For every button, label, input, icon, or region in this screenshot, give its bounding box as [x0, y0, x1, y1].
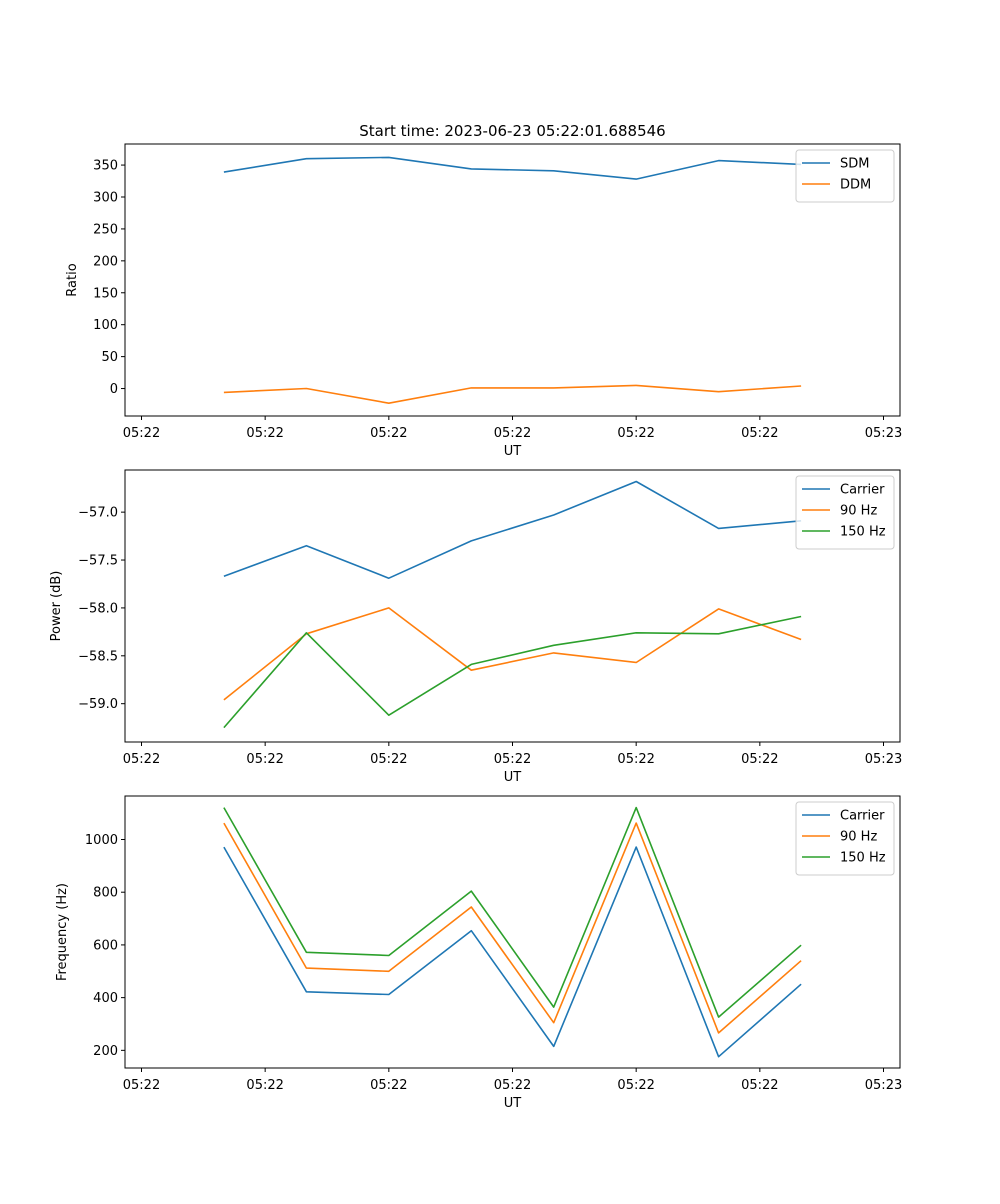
y-tick-label: 100	[93, 318, 118, 333]
series-line-150-hz	[223, 806, 802, 1018]
y-tick-label: 50	[101, 350, 118, 365]
x-tick-label: 05:22	[617, 1078, 654, 1093]
plot-panel-2: −59.0 −58.5 −58.0 −57.5 −57.0 05:22 05:22 05:22…	[49, 469, 902, 785]
plot-panel-3: 200 400 600 800 1000 05:22 05:22 05:22 05:22 05:2…	[55, 795, 902, 1111]
x-tick-label: 05:22	[494, 1078, 531, 1093]
y-tick-label: 350	[93, 159, 118, 174]
y-tick-label: 1000	[85, 833, 118, 848]
legend-label: 150 Hz	[840, 525, 886, 540]
y-tick-label: 250	[93, 222, 118, 237]
x-axis-label: UT	[504, 444, 522, 459]
x-tick-label: 05:22	[494, 752, 531, 767]
x-tick-label: 05:22	[123, 752, 160, 767]
y-tick-label: −58.5	[78, 649, 118, 664]
y-tick-label: 800	[93, 886, 118, 901]
x-tick-label: 05:23	[865, 1078, 902, 1093]
x-tick-label: 05:22	[370, 426, 407, 441]
legend-label: Carrier	[840, 483, 885, 498]
y-tick-label: −58.0	[78, 601, 118, 616]
y-tick-label: −57.5	[78, 554, 118, 569]
x-axis-label: UT	[504, 1096, 522, 1111]
x-tick-label: 05:22	[123, 426, 160, 441]
series-line-90-hz	[223, 607, 802, 701]
legend: Carrier 90 Hz 150 Hz	[795, 475, 895, 550]
legend-label: 90 Hz	[840, 504, 877, 519]
axes-frame	[124, 469, 901, 743]
x-tick-label: 05:22	[123, 1078, 160, 1093]
x-tick-label: 05:22	[246, 1078, 283, 1093]
y-tick-label: 200	[93, 254, 118, 269]
series-line-90-hz	[223, 822, 802, 1034]
axes-frame	[124, 143, 901, 417]
y-axis-label: Frequency (Hz)	[55, 883, 70, 981]
series-line-carrier	[223, 846, 802, 1058]
x-tick-label: 05:22	[494, 426, 531, 441]
legend-label: 90 Hz	[840, 830, 877, 845]
chart-title: Start time: 2023-06-23 05:22:01.688546	[359, 122, 665, 140]
legend: Carrier 90 Hz 150 Hz	[795, 801, 895, 876]
x-tick-label: 05:22	[741, 426, 778, 441]
legend-label: Carrier	[840, 809, 885, 824]
x-tick-label: 05:22	[246, 426, 283, 441]
x-tick-label: 05:22	[741, 1078, 778, 1093]
plot-panel-1: 0 50 100 150 200 250 300 350 05:22 05:22 05:22 05:2…	[65, 143, 902, 459]
y-tick-label: −59.0	[78, 697, 118, 712]
x-tick-label: 05:22	[370, 1078, 407, 1093]
x-tick-label: 05:22	[370, 752, 407, 767]
x-axis-label: UT	[504, 770, 522, 785]
x-tick-label: 05:22	[617, 426, 654, 441]
y-tick-label: 0	[110, 382, 118, 397]
series-line-carrier	[223, 480, 802, 580]
y-tick-label: 600	[93, 938, 118, 953]
x-tick-label: 05:23	[865, 752, 902, 767]
legend-label: DDM	[840, 178, 871, 193]
series-line-sdm	[223, 156, 802, 180]
y-axis-label: Ratio	[65, 263, 80, 296]
legend-label: SDM	[840, 157, 869, 172]
y-tick-label: 300	[93, 190, 118, 205]
y-tick-label: 200	[93, 1044, 118, 1059]
y-tick-label: 150	[93, 286, 118, 301]
x-tick-label: 05:23	[865, 426, 902, 441]
y-tick-label: −57.0	[78, 506, 118, 521]
y-axis-label: Power (dB)	[49, 571, 64, 642]
x-tick-label: 05:22	[246, 752, 283, 767]
series-line-ddm	[223, 384, 802, 405]
legend-label: 150 Hz	[840, 851, 886, 866]
legend: SDM DDM	[795, 149, 895, 203]
series-line-150-hz	[223, 615, 802, 729]
x-tick-label: 05:22	[741, 752, 778, 767]
x-tick-label: 05:22	[617, 752, 654, 767]
y-tick-label: 400	[93, 991, 118, 1006]
